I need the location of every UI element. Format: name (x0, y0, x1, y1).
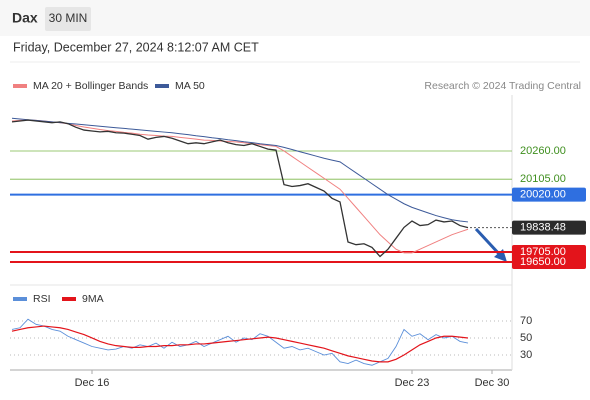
legend-label: MA 50 (175, 80, 205, 92)
timeframe-button[interactable] (45, 7, 91, 31)
level-label: 20105.00 (520, 173, 566, 185)
x-tick-label: Dec 23 (395, 377, 430, 389)
header-bar (0, 0, 590, 36)
instrument: Dax (12, 10, 38, 26)
legend-swatch (155, 84, 169, 88)
timeframe[interactable]: 30 MIN (49, 11, 88, 25)
last-price-box (512, 220, 586, 235)
legend-label: RSI (33, 293, 51, 305)
subtitle: Friday, December 27, 2024 8:12:07 AM CET (13, 40, 259, 54)
price-line (11, 119, 469, 258)
credit: Research © 2024 Trading Central (424, 80, 581, 92)
rsi-line (11, 325, 469, 363)
ma-line (11, 119, 469, 254)
last-price-label: 19838.48 (520, 222, 566, 234)
legend-label: 9MA (82, 293, 104, 305)
y-tick-label: 30 (520, 349, 532, 361)
y-tick-label: 70 (520, 315, 532, 327)
ma-line (11, 117, 469, 223)
level-label-box (512, 254, 586, 269)
level-label-box (512, 187, 586, 202)
legend-label: MA 20 + Bollinger Bands (33, 80, 148, 92)
legend-swatch (13, 84, 27, 88)
level-label: 19650.00 (520, 256, 566, 268)
legend-swatch (62, 297, 76, 301)
x-tick-label: Dec 30 (475, 377, 510, 389)
legend-swatch (13, 297, 27, 301)
y-tick-label: 50 (520, 332, 532, 344)
level-label: 19705.00 (520, 246, 566, 258)
x-tick-label: Dec 16 (75, 377, 110, 389)
level-label: 20020.00 (520, 189, 566, 201)
level-label: 20260.00 (520, 145, 566, 157)
